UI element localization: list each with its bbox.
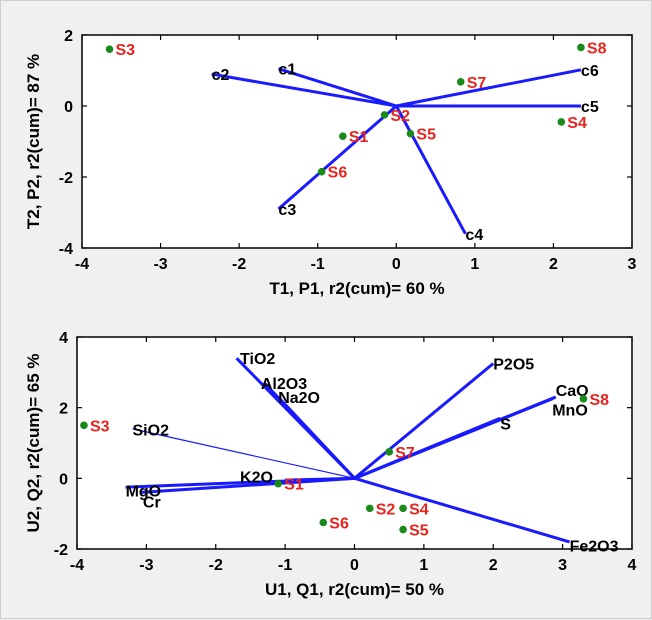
variable-label-c3: c3 bbox=[278, 202, 296, 219]
x-tick-label: -3 bbox=[153, 256, 167, 273]
y-axis-label: U2, Q2, r2(cum)= 65 % bbox=[24, 353, 43, 532]
variable-label-mgo: MgO bbox=[126, 484, 162, 501]
variable-label-fe2o3: Fe2O3 bbox=[570, 538, 619, 555]
x-tick-label: 0 bbox=[350, 557, 359, 574]
loading-vector-na2o bbox=[277, 396, 356, 480]
variable-label-c6: c6 bbox=[581, 63, 599, 80]
x-tick-label: -1 bbox=[278, 557, 292, 574]
observation-point-s3 bbox=[105, 45, 114, 53]
loading-vector-sio2 bbox=[132, 428, 355, 479]
y-tick-label: 2 bbox=[59, 401, 68, 418]
observation-point-s6 bbox=[317, 167, 326, 176]
observation-label-s2: S2 bbox=[376, 501, 396, 518]
loading-vector-cr bbox=[139, 476, 355, 494]
variable-label-na2o: Na2O bbox=[278, 390, 320, 407]
y-axis-label: T2, P2, r2(cum)= 87 % bbox=[24, 54, 43, 229]
observation-label-s2: S2 bbox=[391, 108, 411, 125]
observation-label-s3: S3 bbox=[116, 42, 136, 59]
loading-vector-c4 bbox=[394, 105, 467, 235]
variable-label-p2o5: P2O5 bbox=[493, 357, 534, 374]
x-tick-label: 3 bbox=[628, 256, 637, 273]
x-tick-label: 2 bbox=[549, 256, 558, 273]
loading-vector-p2o5 bbox=[353, 362, 495, 480]
observation-point-s7 bbox=[385, 448, 393, 456]
observation-point-s5 bbox=[406, 129, 415, 138]
observation-label-s1: S1 bbox=[284, 477, 304, 494]
observation-label-s7: S7 bbox=[467, 75, 487, 92]
variable-label-al2o3: Al2O3 bbox=[261, 376, 307, 393]
loading-vector-c1 bbox=[277, 67, 397, 108]
x-tick-label: 1 bbox=[419, 557, 428, 574]
observation-point-s7 bbox=[456, 78, 465, 86]
observation-label-s3: S3 bbox=[90, 418, 110, 435]
x-tick-label: -1 bbox=[311, 256, 325, 273]
observation-label-s6: S6 bbox=[328, 165, 348, 182]
observation-label-s7: S7 bbox=[395, 445, 415, 462]
observation-point-s2 bbox=[380, 111, 389, 119]
observation-point-s4 bbox=[399, 504, 407, 513]
variable-label-s: S bbox=[500, 417, 511, 434]
variable-label-cao: CaO bbox=[556, 383, 589, 400]
observation-label-s8: S8 bbox=[589, 392, 609, 409]
variable-label-c1: c1 bbox=[278, 62, 296, 79]
observation-point-s4 bbox=[557, 118, 566, 126]
x-tick-label: -2 bbox=[232, 256, 246, 273]
variable-label-c2: c2 bbox=[212, 67, 230, 84]
y-tick-label: 2 bbox=[64, 28, 73, 45]
x-tick-label: 0 bbox=[392, 256, 401, 273]
variable-label-cr: Cr bbox=[143, 494, 161, 511]
observation-label-s6: S6 bbox=[329, 516, 349, 533]
x-tick-label: 4 bbox=[628, 557, 637, 574]
variable-label-c4: c4 bbox=[465, 227, 483, 244]
x-tick-label: -3 bbox=[139, 557, 153, 574]
observation-point-s8 bbox=[579, 395, 588, 403]
observation-point-s1 bbox=[274, 479, 282, 488]
observation-point-s8 bbox=[577, 43, 585, 52]
observation-point-s2 bbox=[365, 504, 374, 513]
x-tick-label: -4 bbox=[75, 256, 89, 273]
y-tick-label: 4 bbox=[59, 330, 68, 347]
variable-label-mno: MnO bbox=[552, 402, 588, 419]
x-tick-label: -4 bbox=[70, 557, 84, 574]
loading-vector-c3 bbox=[277, 104, 398, 211]
plot-area bbox=[76, 336, 633, 550]
observation-point-s5 bbox=[399, 525, 407, 534]
variable-label-sio2: SiO2 bbox=[133, 423, 170, 440]
observation-point-s1 bbox=[339, 132, 347, 140]
observation-label-s1: S1 bbox=[349, 129, 369, 146]
y-tick-label: 0 bbox=[64, 99, 73, 116]
x-axis-label: T1, P1, r2(cum)= 60 % bbox=[269, 279, 444, 298]
chart-2: -4 -3 -2 -1 0 1 2 3 4 -2 0 2 4 U1, Q1, r2(cum)= 50 % U… bbox=[24, 330, 637, 599]
y-tick-label: -2 bbox=[59, 170, 73, 187]
observation-label-s5: S5 bbox=[416, 127, 436, 144]
observation-point-s3 bbox=[80, 421, 88, 430]
x-tick-label: 3 bbox=[558, 557, 567, 574]
x-tick-label: 2 bbox=[489, 557, 498, 574]
x-tick-label: 1 bbox=[470, 256, 479, 273]
observation-label-s4: S4 bbox=[567, 115, 587, 132]
observation-label-s5: S5 bbox=[409, 523, 429, 540]
variable-label-tio2: TiO2 bbox=[240, 351, 275, 368]
variable-label-c5: c5 bbox=[581, 99, 599, 116]
observation-label-s8: S8 bbox=[587, 40, 607, 57]
chart-1: -4 -3 -2 -1 0 1 2 3 -4 -2 0 2 T1, P1, r2(cum)= 60 % T… bbox=[24, 28, 637, 298]
x-tick-label: -2 bbox=[209, 557, 223, 574]
loading-vector-c2 bbox=[211, 72, 397, 108]
x-axis-label: U1, Q1, r2(cum)= 50 % bbox=[265, 580, 444, 599]
loading-vector-c6 bbox=[395, 68, 582, 108]
observation-point-s6 bbox=[319, 518, 328, 527]
loading-vector-fe2o3 bbox=[354, 476, 570, 544]
observation-label-s4: S4 bbox=[409, 501, 429, 518]
variable-label-k2o: K2O bbox=[240, 470, 273, 487]
y-tick-label: 0 bbox=[59, 471, 68, 488]
loading-vector-s bbox=[353, 416, 501, 480]
y-tick-label: -2 bbox=[54, 542, 68, 559]
y-tick-label: -4 bbox=[59, 241, 73, 258]
